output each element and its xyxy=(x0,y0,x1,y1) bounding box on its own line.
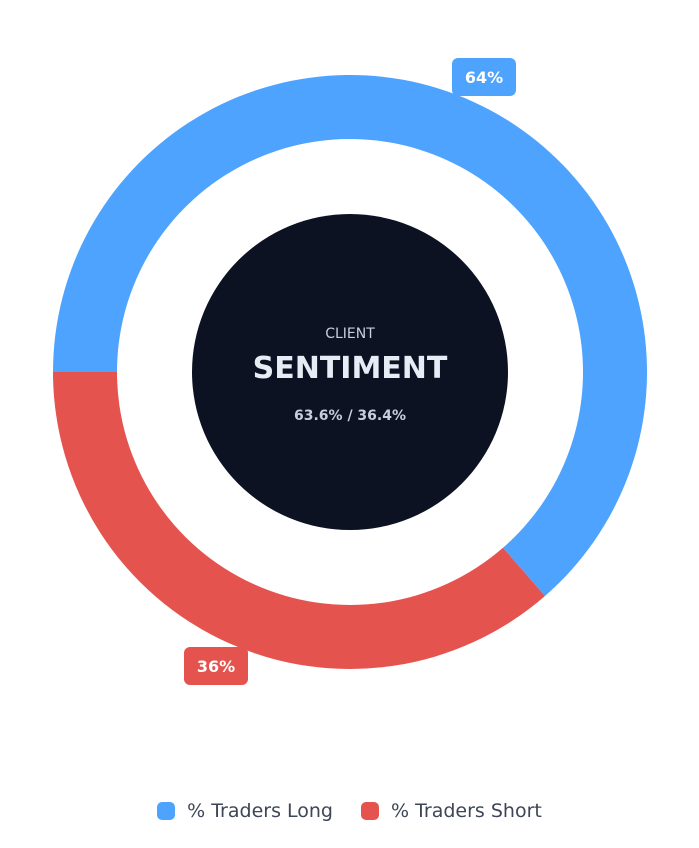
legend-item-short[interactable]: % Traders Short xyxy=(360,800,542,822)
center-kicker-text: CLIENT xyxy=(325,326,375,342)
legend-swatch-short xyxy=(360,802,379,820)
slice-labels-layer: 64% 36% xyxy=(184,58,516,685)
center-ratio-text: 63.6% / 36.4% xyxy=(294,408,406,424)
slice-short-label-badge xyxy=(184,647,248,685)
slice-long-label: 64% xyxy=(452,58,516,96)
slice-long[interactable] xyxy=(53,74,647,597)
legend-label-long: % Traders Long xyxy=(187,800,333,822)
legend-swatch-long xyxy=(157,802,176,820)
slices-layer xyxy=(53,74,647,669)
center-title-text: SENTIMENT xyxy=(253,351,448,386)
slice-short-label-text: 36% xyxy=(197,657,235,676)
slice-long-label-badge xyxy=(452,58,516,96)
legend: % Traders Long % Traders Short xyxy=(0,800,699,822)
slice-long-label-text: 64% xyxy=(465,68,503,87)
center-disc xyxy=(192,214,508,530)
legend-label-short: % Traders Short xyxy=(390,800,542,822)
slice-short-label: 36% xyxy=(184,647,248,685)
slice-short[interactable] xyxy=(53,372,546,669)
legend-item-long[interactable]: % Traders Long xyxy=(157,800,333,822)
